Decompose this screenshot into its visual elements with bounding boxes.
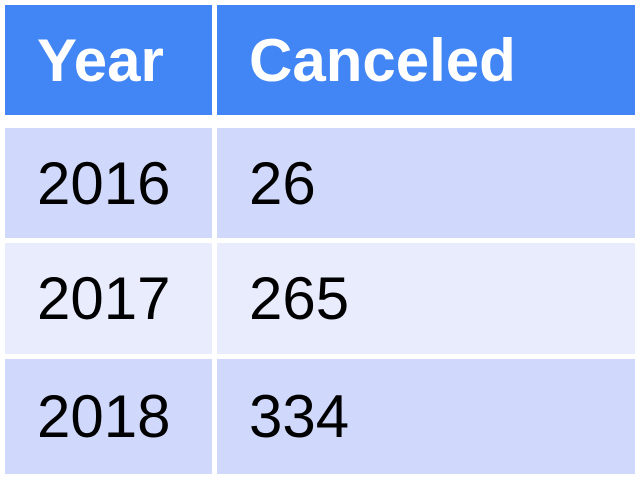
cell-year-2016: 2016 [5, 128, 212, 238]
cell-canceled-2018: 334 [217, 359, 635, 474]
header-canceled: Canceled [217, 5, 635, 115]
header-year: Year [5, 5, 212, 115]
cell-year-2017: 2017 [5, 243, 212, 354]
cell-canceled-2017: 265 [217, 243, 635, 354]
cell-canceled-2016: 26 [217, 128, 635, 238]
cell-year-2018: 2018 [5, 359, 212, 474]
